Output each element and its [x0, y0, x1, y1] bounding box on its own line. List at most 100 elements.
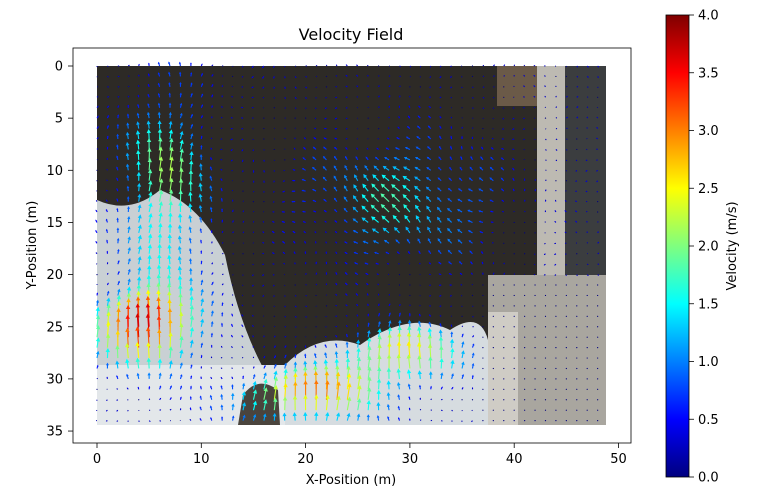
velocity-dot [524, 420, 526, 422]
velocity-arrow [221, 84, 224, 88]
velocity-arrow [586, 127, 588, 129]
velocity-arrow [252, 220, 255, 223]
velocity-dot [503, 86, 505, 88]
velocity-dot [597, 305, 599, 307]
velocity-arrow [457, 239, 463, 244]
velocity-arrow [200, 318, 205, 327]
velocity-arrow [169, 385, 172, 390]
velocity-arrow [210, 218, 213, 223]
colorbar-gradient [665, 14, 690, 478]
velocity-arrow [210, 229, 213, 233]
velocity-arrow [293, 361, 298, 369]
velocity-arrow [189, 407, 192, 411]
velocity-arrow [282, 412, 287, 421]
velocity-dot [524, 232, 526, 234]
velocity-dot [461, 315, 463, 317]
velocity-arrow [397, 405, 400, 411]
velocity-dot [513, 242, 515, 244]
velocity-arrow [273, 86, 275, 89]
velocity-arrow [148, 223, 153, 233]
velocity-arrow [295, 326, 297, 328]
velocity-arrow [586, 220, 588, 223]
velocity-dot [565, 357, 567, 359]
velocity-dot [482, 420, 484, 422]
velocity-dot [597, 409, 599, 411]
velocity-arrow [188, 247, 192, 254]
velocity-dot [534, 315, 536, 317]
velocity-arrow [177, 213, 183, 223]
velocity-arrow [576, 86, 579, 88]
velocity-arrow [367, 329, 371, 338]
velocity-arrow [428, 250, 432, 255]
velocity-arrow [533, 85, 536, 88]
velocity-arrow [262, 241, 265, 244]
velocity-dot [565, 305, 567, 307]
velocity-arrow [438, 273, 442, 276]
velocity-arrow [303, 394, 308, 411]
velocity-arrow [294, 137, 296, 140]
velocity-arrow [419, 408, 422, 411]
velocity-arrow [512, 107, 515, 109]
velocity-arrow [428, 314, 432, 317]
velocity-arrow [302, 221, 306, 223]
velocity-arrow [304, 353, 307, 359]
velocity-dot [471, 294, 474, 297]
velocity-arrow [416, 136, 421, 140]
velocity-arrow [418, 250, 421, 255]
velocity-arrow [137, 193, 142, 202]
velocity-arrow [158, 212, 163, 223]
velocity-arrow [417, 320, 422, 327]
velocity-dot [492, 315, 494, 317]
velocity-arrow [284, 107, 286, 109]
velocity-dot [273, 107, 275, 109]
velocity-arrow [522, 96, 525, 98]
velocity-arrow [178, 189, 183, 202]
velocity-arrow [482, 272, 484, 275]
velocity-dot [534, 420, 536, 422]
velocity-dot [597, 399, 599, 401]
velocity-dot [513, 221, 515, 224]
velocity-arrow [314, 394, 319, 411]
velocity-arrow [586, 138, 588, 140]
velocity-arrow [544, 189, 547, 192]
velocity-arrow [564, 200, 567, 202]
velocity-arrow [334, 220, 338, 223]
velocity-arrow [252, 263, 254, 266]
velocity-arrow [437, 238, 442, 244]
velocity-arrow [263, 355, 266, 359]
velocity-arrow [595, 148, 598, 150]
velocity-arrow [345, 85, 348, 88]
velocity-arrow [301, 189, 306, 192]
velocity-arrow [576, 65, 579, 68]
velocity-arrow [220, 127, 223, 130]
velocity-arrow [251, 86, 254, 89]
velocity-arrow [416, 226, 421, 234]
velocity-arrow [335, 371, 341, 390]
velocity-arrow [242, 180, 244, 183]
velocity-arrow [344, 261, 348, 265]
velocity-arrow [294, 262, 296, 265]
velocity-arrow [335, 315, 337, 317]
velocity-arrow [470, 261, 473, 265]
velocity-arrow [367, 85, 369, 87]
velocity-arrow [304, 251, 307, 254]
velocity-arrow [251, 117, 254, 119]
velocity-arrow [597, 76, 599, 79]
velocity-arrow [345, 64, 348, 67]
velocity-arrow [472, 305, 474, 307]
velocity-arrow [273, 335, 276, 338]
velocity-arrow [534, 253, 536, 255]
velocity-arrow [115, 330, 120, 348]
velocity-arrow [179, 112, 183, 119]
velocity-arrow [325, 241, 327, 244]
velocity-arrow [200, 288, 204, 296]
velocity-arrow [262, 295, 265, 297]
velocity-arrow [137, 94, 140, 98]
velocity-arrow [596, 180, 599, 183]
velocity-arrow [449, 166, 453, 171]
velocity-arrow [428, 106, 432, 109]
velocity-arrow [242, 367, 244, 369]
velocity-arrow [263, 211, 265, 213]
velocity-arrow [127, 85, 130, 88]
velocity-arrow [168, 346, 173, 359]
